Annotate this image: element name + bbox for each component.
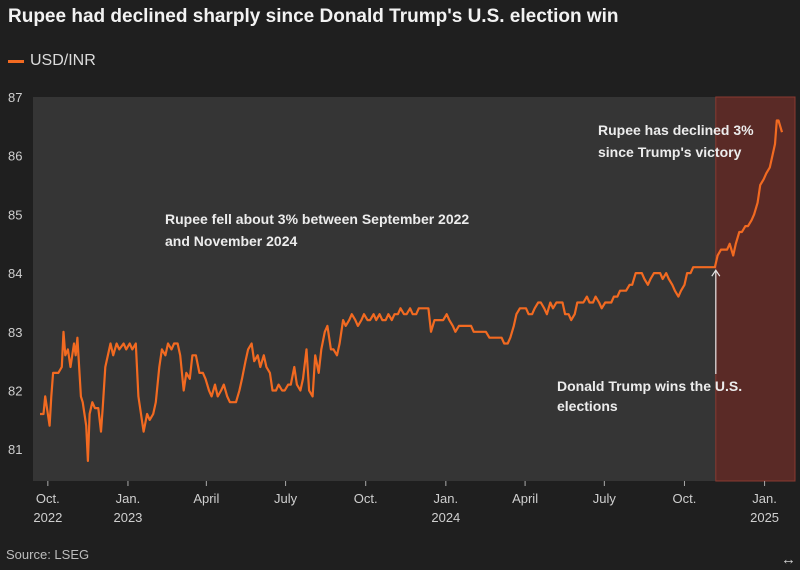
y-tick-label: 87 xyxy=(8,90,22,105)
chart-title: Rupee had declined sharply since Donald … xyxy=(8,6,619,27)
x-tick-label: July xyxy=(593,491,617,506)
election-arrow-head xyxy=(711,269,721,277)
y-tick-label: 81 xyxy=(8,442,22,457)
x-tick-label: July xyxy=(274,491,298,506)
x-tick-year-label: 2025 xyxy=(750,510,779,525)
annotation-trump-wins: Donald Trump wins the U.S. elections xyxy=(557,378,746,414)
legend-line-icon xyxy=(8,59,24,63)
x-tick-label: Oct. xyxy=(36,491,60,506)
x-tick-label: Oct. xyxy=(354,491,378,506)
y-tick-label: 86 xyxy=(8,149,22,164)
source-note: Source: LSEG xyxy=(6,547,90,562)
y-tick-label: 85 xyxy=(8,207,22,222)
x-tick-year-label: 2024 xyxy=(431,510,460,525)
y-tick-label: 84 xyxy=(8,266,22,281)
x-tick-year-label: 2022 xyxy=(33,510,62,525)
x-tick-year-label: 2023 xyxy=(113,510,142,525)
legend: USD/INR xyxy=(8,52,96,70)
expand-horizontal-icon[interactable]: ↔ xyxy=(781,551,796,568)
usd-inr-line xyxy=(40,119,784,462)
y-tick-label: 82 xyxy=(8,384,22,399)
x-tick-label: April xyxy=(193,491,219,506)
post-election-highlight xyxy=(715,96,796,482)
annotation-decline-2022-2024: Rupee fell about 3% between September 20… xyxy=(165,211,473,249)
y-tick-label: 83 xyxy=(8,325,22,340)
x-tick-label: Jan. xyxy=(434,491,459,506)
x-tick-label: Jan. xyxy=(752,491,777,506)
x-tick-label: Oct. xyxy=(673,491,697,506)
annotation-decline-since-trump: Rupee has declined 3% since Trump's vict… xyxy=(598,122,758,160)
x-tick-label: Jan. xyxy=(116,491,141,506)
plot-area xyxy=(33,97,795,481)
x-tick-label: April xyxy=(512,491,538,506)
legend-label: USD/INR xyxy=(30,52,96,69)
